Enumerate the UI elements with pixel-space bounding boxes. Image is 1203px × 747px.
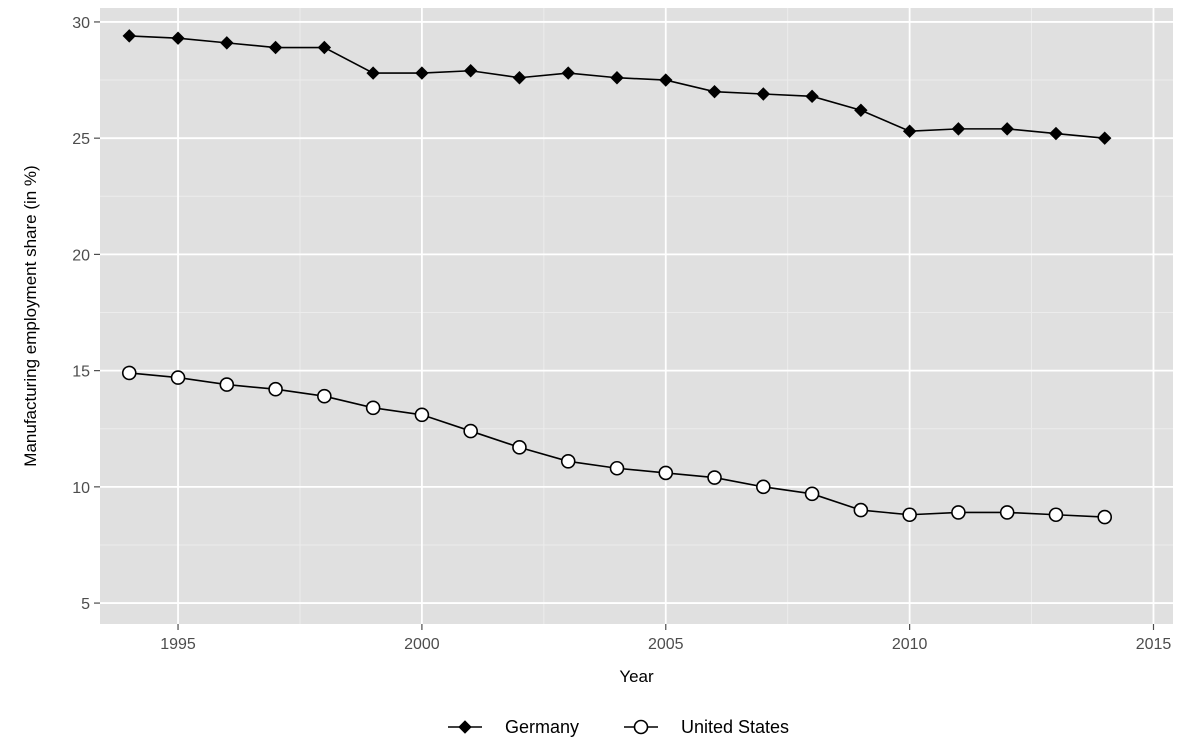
- legend: Germany United States: [448, 717, 789, 737]
- data-point: [268, 381, 283, 397]
- data-point: [365, 400, 381, 416]
- data-point: [707, 470, 722, 485]
- series-united-states: [121, 365, 1113, 525]
- data-point: [707, 84, 722, 99]
- y-tick-label: 25: [72, 131, 90, 148]
- data-point: [122, 29, 136, 43]
- series-germany: [122, 29, 1112, 145]
- y-tick-label: 15: [72, 364, 90, 381]
- data-point: [951, 122, 966, 136]
- data-point: [170, 370, 186, 385]
- x-tick-label: 2010: [892, 636, 928, 653]
- data-point: [219, 377, 235, 392]
- data-point: [512, 71, 527, 85]
- data-point: [659, 73, 673, 87]
- data-point: [1098, 131, 1112, 145]
- axis-ticks: 1995 2000 2005 2010 2015 5 10 15 20 25 30: [72, 15, 1171, 653]
- data-point: [317, 388, 332, 404]
- data-point: [609, 460, 625, 476]
- series-lines: [121, 29, 1113, 525]
- data-point: [268, 40, 283, 55]
- data-point: [561, 66, 575, 80]
- data-point: [415, 66, 429, 80]
- legend-item: Germany: [448, 717, 579, 737]
- x-tick-label: 2000: [404, 636, 440, 653]
- data-point: [121, 365, 137, 381]
- x-tick-label: 2005: [648, 636, 684, 653]
- data-point: [560, 453, 576, 469]
- data-point: [658, 465, 674, 481]
- y-tick-label: 30: [72, 15, 90, 32]
- x-tick-label: 2015: [1136, 636, 1172, 653]
- data-point: [414, 407, 430, 423]
- data-point: [610, 71, 624, 85]
- data-point: [853, 502, 869, 518]
- x-axis-title: Year: [619, 667, 654, 686]
- legend-label: United States: [681, 717, 789, 737]
- data-point: [463, 64, 478, 78]
- legend-marker: [458, 720, 472, 734]
- data-point: [317, 40, 332, 55]
- data-point: [1000, 122, 1014, 136]
- data-point: [1048, 507, 1064, 523]
- data-point: [756, 87, 771, 101]
- data-point: [951, 505, 966, 520]
- data-point: [999, 505, 1015, 520]
- data-point: [1097, 509, 1113, 525]
- data-point: [1049, 126, 1063, 141]
- data-point: [854, 103, 868, 117]
- data-point: [805, 89, 819, 104]
- data-point: [220, 36, 234, 50]
- legend-marker: [633, 719, 649, 735]
- y-tick-label: 20: [72, 247, 90, 264]
- legend-item: United States: [624, 717, 789, 737]
- data-point: [171, 31, 185, 45]
- y-axis-title: Manufacturing employment share (in %): [21, 165, 40, 466]
- y-tick-label: 10: [72, 480, 90, 497]
- data-point: [756, 479, 771, 495]
- data-point: [366, 66, 380, 80]
- data-point: [804, 486, 820, 502]
- plot-panel: [100, 8, 1173, 624]
- gridlines: [100, 8, 1173, 624]
- data-point: [902, 124, 917, 138]
- data-point: [512, 440, 527, 455]
- data-point: [463, 423, 478, 439]
- y-tick-label: 5: [81, 596, 90, 613]
- data-point: [902, 507, 917, 523]
- legend-label: Germany: [505, 717, 579, 737]
- x-tick-label: 1995: [160, 636, 196, 653]
